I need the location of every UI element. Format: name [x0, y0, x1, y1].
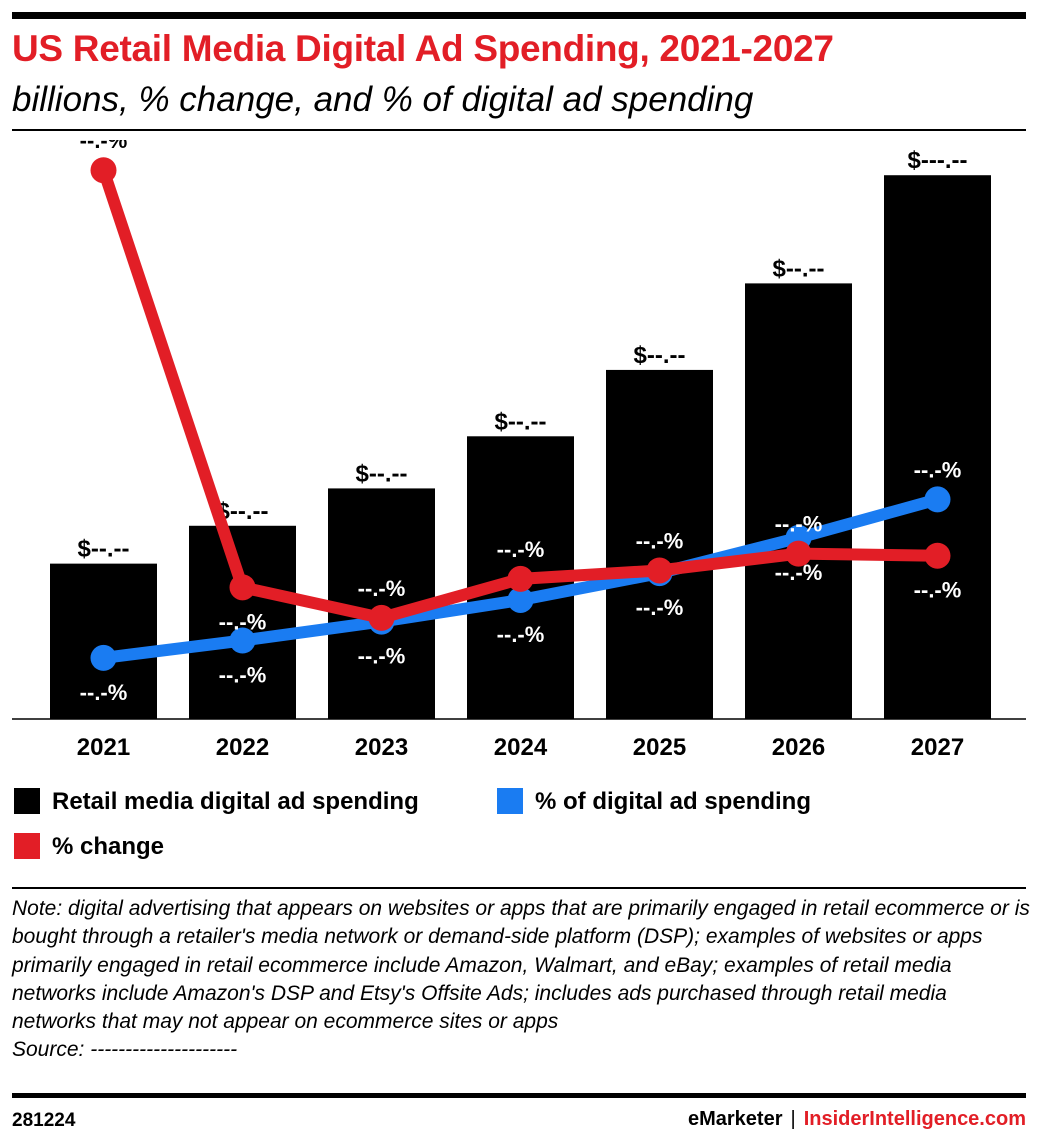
note-divider: [12, 887, 1026, 889]
pct-change-point-2021: [90, 157, 117, 184]
pct-change-point-2023: [368, 604, 395, 631]
chart-title: US Retail Media Digital Ad Spending, 202…: [12, 28, 834, 69]
pct-digital-label-2027: --.-%: [914, 457, 962, 482]
x-tick-label-2024: 2024: [494, 734, 548, 761]
brand-separator: |: [790, 1108, 796, 1130]
bar-value-label-2024: $--.--: [495, 408, 547, 435]
pct-digital-label-2025: --.-%: [636, 595, 684, 620]
pct-change-point-2025: [646, 557, 673, 584]
legend-swatch-pct-digital: [497, 788, 523, 814]
pct-change-label-2021: --.-%: [80, 140, 128, 153]
legend-label-pct-change: % change: [52, 833, 165, 860]
x-tick-label-2023: 2023: [355, 734, 408, 761]
pct-change-point-2026: [785, 540, 812, 567]
pct-digital-point-2027: [924, 486, 951, 513]
legend-item-pct-change: % change: [14, 833, 164, 861]
legend-swatch-pct-change: [14, 833, 40, 859]
legend-item-spending: Retail media digital ad spending: [14, 788, 419, 816]
top-rule: [12, 12, 1026, 19]
brand-site-link[interactable]: InsiderIntelligence.com: [803, 1108, 1026, 1130]
chart-note: Note: digital advertising that appears o…: [12, 895, 1030, 1065]
chart-id: 281224: [12, 1110, 76, 1131]
bar-value-label-2027: $---.--: [908, 147, 968, 174]
pct-digital-point-2024: [507, 586, 534, 613]
bar-2021: [50, 563, 157, 719]
pct-digital-label-2021: --.-%: [80, 680, 128, 705]
x-tick-label-2027: 2027: [911, 734, 964, 761]
legend-label-spending: Retail media digital ad spending: [52, 788, 419, 815]
note-text: Note: digital advertising that appears o…: [12, 897, 1030, 1034]
legend-item-pct-digital: % of digital ad spending: [497, 788, 811, 816]
chart-area: $--.-- 2021 $--.-- 2022 $--.-- 2023 $--.-- 2024…: [12, 140, 1026, 761]
x-tick-label-2026: 2026: [772, 734, 825, 761]
pct-change-label-2024: --.-%: [497, 537, 545, 562]
bar-2026: [745, 283, 852, 719]
pct-digital-label-2024: --.-%: [497, 622, 545, 647]
pct-change-label-2025: --.-%: [636, 528, 684, 553]
footer-brand: eMarketer | InsiderIntelligence.com: [688, 1108, 1026, 1131]
pct-change-label-2027: --.-%: [914, 578, 962, 603]
pct-change-label-2026: --.-%: [775, 512, 823, 537]
legend-label-pct-digital: % of digital ad spending: [535, 788, 811, 815]
bar-value-label-2021: $--.--: [78, 536, 130, 563]
source-text: Source: ---------------------: [12, 1038, 238, 1062]
x-tick-label-2022: 2022: [216, 734, 269, 761]
pct-digital-label-2022: --.-%: [219, 663, 267, 688]
bar-2022: [189, 525, 296, 719]
pct-digital-point-2022: [229, 627, 256, 654]
legend-swatch-spending: [14, 788, 40, 814]
bar-2027: [884, 175, 991, 719]
pct-change-label-2023: --.-%: [358, 576, 406, 601]
pct-digital-label-2023: --.-%: [358, 644, 406, 669]
pct-change-point-2027: [924, 542, 951, 569]
brand-emarketer: eMarketer: [687, 1108, 783, 1130]
chart-subtitle: billions, % change, and % of digital ad …: [12, 80, 754, 119]
bar-value-label-2023: $--.--: [356, 460, 408, 487]
x-tick-label-2025: 2025: [633, 734, 686, 761]
pct-change-point-2024: [507, 565, 534, 592]
bottom-rule: [12, 1093, 1026, 1098]
x-tick-label-2021: 2021: [77, 734, 130, 761]
bar-value-label-2025: $--.--: [634, 342, 686, 369]
pct-digital-point-2021: [90, 644, 117, 671]
pct-change-label-2022: --.-%: [219, 609, 267, 634]
bar-value-label-2026: $--.--: [773, 255, 825, 282]
bar-2025: [606, 369, 713, 719]
pct-change-point-2022: [229, 574, 256, 601]
header-divider: [12, 129, 1026, 131]
